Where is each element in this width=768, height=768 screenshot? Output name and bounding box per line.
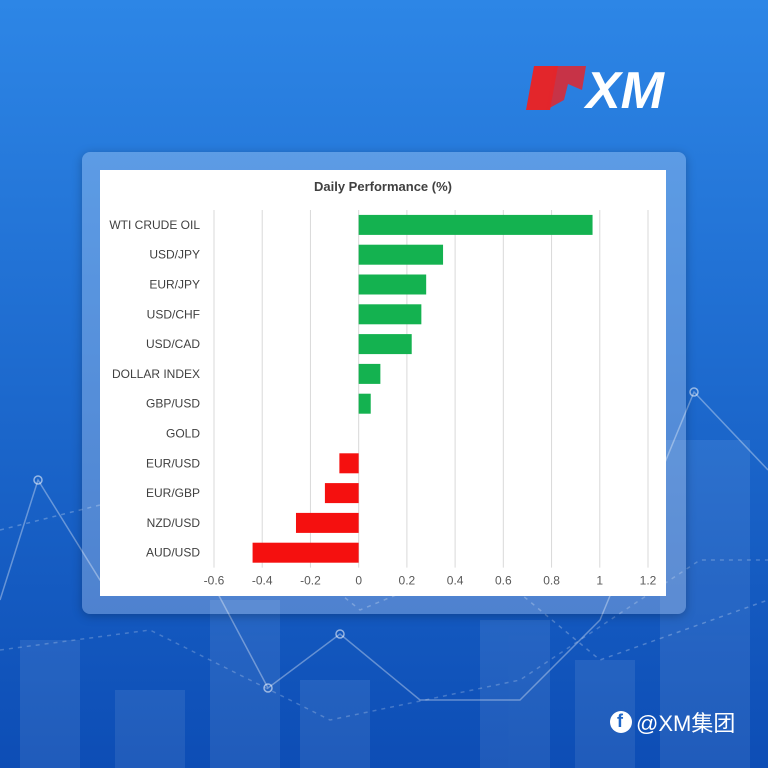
category-label: USD/CAD [146,337,200,351]
bar [324,483,359,504]
chart-panel: Daily Performance (%) WTI CRUDE OIL USD/J… [100,170,666,596]
x-tick-label: 0.8 [543,574,560,588]
bar [358,334,412,355]
category-label: DOLLAR INDEX [112,367,200,381]
xm-logo-text: XM [583,62,666,116]
bar [358,304,422,325]
bar [358,393,371,414]
x-tick-label: 0 [355,574,362,588]
category-label: USD/CHF [147,307,200,321]
watermark-text: @XM集团 [636,711,736,736]
category-label: NZD/USD [147,516,201,530]
x-tick-label: 1.2 [640,574,657,588]
bar [252,542,359,563]
category-label: GOLD [166,427,200,441]
social-circle-icon [610,711,632,733]
bar [295,512,359,533]
watermark: @XM集团 [610,706,735,738]
x-tick-label: 0.6 [495,574,512,588]
bar [339,453,359,474]
bar [358,244,444,265]
chart-title: Daily Performance (%) [314,179,452,194]
category-label: GBP/USD [146,397,200,411]
category-label: AUD/USD [146,546,200,560]
x-tick-label: -0.4 [252,574,273,588]
x-tick-label: -0.2 [300,574,321,588]
bar [358,214,593,235]
bar-chart: Daily Performance (%) WTI CRUDE OIL USD/J… [109,179,657,588]
bar [358,363,381,384]
x-tick-label: 0.4 [447,574,464,588]
x-tick-label: 0.2 [399,574,416,588]
category-label: EUR/USD [146,456,200,470]
xm-logo: XM [526,62,666,116]
x-tick-label: -0.6 [204,574,225,588]
category-label: WTI CRUDE OIL [109,218,200,232]
bar [358,274,427,295]
x-tick-label: 1 [596,574,603,588]
category-label: EUR/GBP [146,486,200,500]
category-label: USD/JPY [149,248,200,262]
category-label: EUR/JPY [149,278,200,292]
